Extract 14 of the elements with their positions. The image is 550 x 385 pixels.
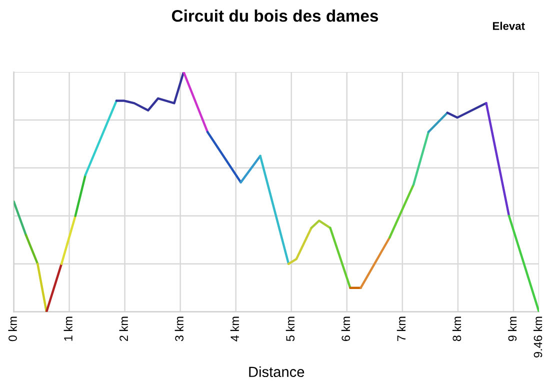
x-tick-label: 3 km xyxy=(174,316,184,342)
x-tick-label: 9 km xyxy=(508,316,517,342)
x-tick-label: 8 km xyxy=(452,316,462,342)
x-axis-title: Distance xyxy=(249,366,304,378)
x-tick-label: 1 km xyxy=(64,316,72,341)
x-tick-label: 0 km xyxy=(8,316,17,342)
x-tick-label: 2 km xyxy=(119,316,128,342)
text: Elevat xyxy=(492,22,525,30)
x-tick-label: 4 km xyxy=(230,316,239,342)
x-tick-label: 6 km xyxy=(341,316,350,341)
chart-title: Circuit du bois des dames xyxy=(172,10,378,22)
x-tick-label: 9.46 km xyxy=(533,316,542,358)
x-tick-label: 7 km xyxy=(396,316,406,341)
x-tick-label: 5 km xyxy=(286,316,295,342)
